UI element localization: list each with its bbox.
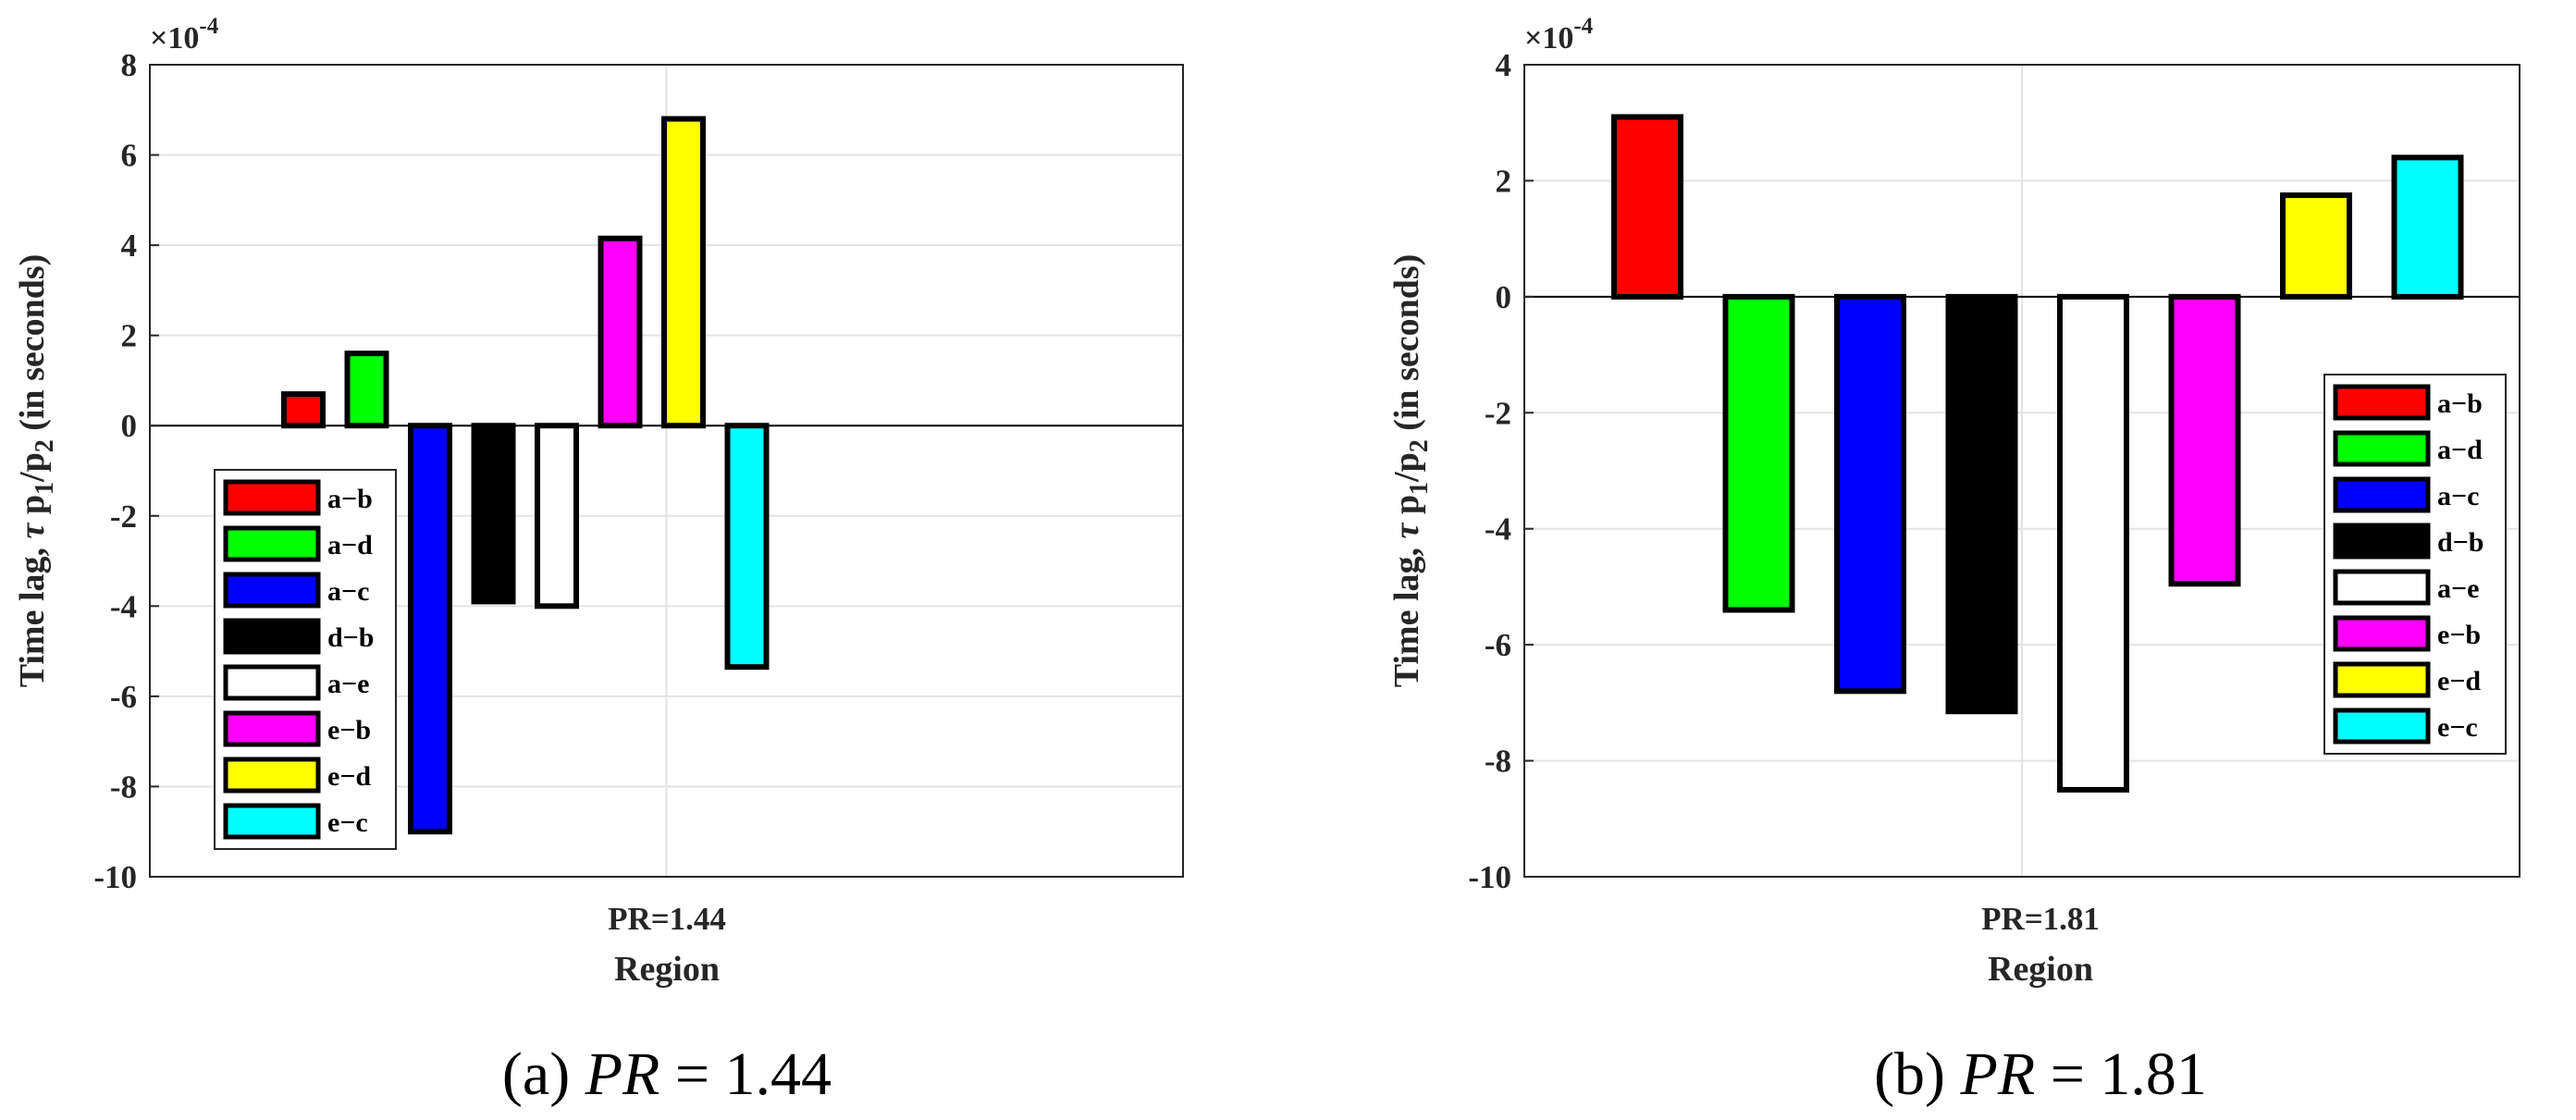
legend-label: e−c xyxy=(327,807,368,838)
legend-swatch xyxy=(2333,569,2431,606)
y-tick-label: 6 xyxy=(121,138,138,174)
legend-label: e−c xyxy=(2437,712,2478,743)
legend: a−b a−d a−c d−b a−e e−b e−d e−c xyxy=(2323,374,2507,755)
bar-a-b xyxy=(1611,114,1683,300)
bar-e-b xyxy=(2168,293,2241,587)
y-tick-label: -8 xyxy=(1485,744,1511,780)
y-tick-label: 4 xyxy=(1496,47,1512,83)
bar-e-b xyxy=(598,235,643,429)
legend-label: e−b xyxy=(2437,620,2481,650)
bar-e-d xyxy=(2280,192,2352,300)
legend-swatch xyxy=(223,757,321,794)
plot-frame xyxy=(149,64,1184,878)
legend-swatch xyxy=(223,525,321,562)
bar-a-d xyxy=(1722,293,1795,613)
bar-e-d xyxy=(661,116,706,429)
y-tick-label: 8 xyxy=(121,47,138,83)
legend-label: e−d xyxy=(327,761,371,792)
x-tick-label: PR=1.44 xyxy=(608,901,726,937)
y-tick-label: -4 xyxy=(1485,511,1511,548)
y-tick-label: -10 xyxy=(1468,859,1511,895)
legend-swatch xyxy=(223,710,321,747)
bars xyxy=(281,116,770,835)
caption-b: (b) PR = 1.81 xyxy=(1874,1040,2207,1108)
x-axis-label: Region xyxy=(1988,950,2093,989)
y-tick-label: -8 xyxy=(110,769,137,805)
legend: a−b a−d a−c d−b a−e e−b e−d e−c xyxy=(214,469,397,850)
legend-label: a−e xyxy=(327,669,369,699)
legend-swatch xyxy=(223,479,321,516)
legend-swatch xyxy=(2333,523,2431,560)
y-exponent-label: ×10-4 xyxy=(150,14,219,55)
legend-swatch xyxy=(223,618,321,655)
bar-a-d xyxy=(344,351,389,429)
y-tick-label: -2 xyxy=(110,498,137,535)
y-tick-labels: -10 -8 -6 -4 -2 0 2 4 6 8 xyxy=(93,47,159,895)
bar-a-e xyxy=(2057,293,2129,793)
legend-label: e−b xyxy=(327,715,371,745)
plot-frame xyxy=(1523,64,2521,878)
legend-label: a−b xyxy=(2437,388,2483,419)
legend-swatch xyxy=(223,803,321,840)
x-tick-label: PR=1.81 xyxy=(1981,901,2100,937)
bars xyxy=(1611,114,2464,793)
y-tick-label: 4 xyxy=(121,228,138,264)
legend-label: a−c xyxy=(327,576,369,607)
bar-a-e xyxy=(535,423,579,609)
y-tick-labels: -10 -8 -6 -4 -2 0 2 4 xyxy=(1468,47,1534,895)
bar-e-c xyxy=(724,423,770,671)
y-tick-label: -2 xyxy=(1485,395,1511,431)
legend-label: a−c xyxy=(2437,481,2479,511)
y-tick-label: -4 xyxy=(110,588,137,624)
y-tick-label: -6 xyxy=(110,679,137,715)
y-tick-label: -10 xyxy=(93,859,137,895)
legend-swatch xyxy=(2333,476,2431,513)
legend-label: a−d xyxy=(327,530,373,560)
y-tick-label: 0 xyxy=(121,408,138,444)
bar-a-c xyxy=(408,423,452,835)
x-axis-label: Region xyxy=(614,950,720,989)
legend-label: a−b xyxy=(327,484,373,514)
caption-a: (a) PR = 1.44 xyxy=(502,1040,832,1108)
legend-label: e−d xyxy=(2437,666,2481,696)
y-axis-label: Time lag, τ p1/p2 (in seconds) xyxy=(13,254,59,688)
legend-label: a−d xyxy=(2437,435,2483,465)
legend-swatch xyxy=(2333,430,2431,467)
legend-swatch xyxy=(2333,384,2431,421)
y-axis-label: Time lag, τ p1/p2 (in seconds) xyxy=(1387,254,1434,688)
legend-swatch xyxy=(2333,615,2431,652)
bar-e-c xyxy=(2391,154,2464,300)
y-exponent-label: ×10-4 xyxy=(1524,14,1594,55)
bar-a-c xyxy=(1834,293,1906,695)
bar-d-b xyxy=(1945,293,2018,715)
y-tick-label: 0 xyxy=(1496,279,1512,315)
legend-swatch xyxy=(2333,661,2431,698)
legend-swatch xyxy=(223,572,321,609)
y-tick-label: 2 xyxy=(1496,163,1512,199)
legend-swatch xyxy=(223,664,321,701)
bar-a-b xyxy=(281,391,326,429)
legend-label: a−e xyxy=(2437,573,2479,604)
legend-label: d−b xyxy=(2437,527,2484,558)
bar-d-b xyxy=(471,423,516,605)
chart-panel-b: -10 -8 -6 -4 -2 0 2 4 ×10-4 PR=1.81 Region Time… xyxy=(1387,14,2521,1108)
legend-swatch xyxy=(2333,708,2431,745)
y-tick-label: 2 xyxy=(121,318,138,354)
legend-label: d−b xyxy=(327,622,374,653)
y-tick-label: -6 xyxy=(1485,627,1511,663)
chart-panel-a: -10 -8 -6 -4 -2 0 2 4 6 8 ×10-4 PR=1.44 Region Ti… xyxy=(13,14,1184,1108)
